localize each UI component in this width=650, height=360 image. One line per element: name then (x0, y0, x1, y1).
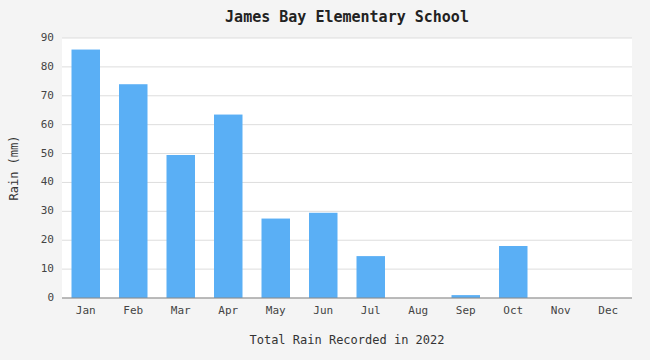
y-tick-label: 0 (47, 291, 54, 304)
y-tick-label: 50 (41, 147, 54, 160)
grid-line (62, 298, 632, 299)
bar (357, 256, 386, 298)
x-tick-label: Aug (408, 304, 428, 317)
bars (72, 50, 528, 298)
bar (119, 84, 148, 298)
x-tick-label: Sep (456, 304, 476, 317)
x-tick-label: Feb (123, 304, 143, 317)
grid (62, 38, 632, 298)
plot-background (62, 38, 632, 298)
bar (262, 219, 291, 298)
y-tick-label: 80 (41, 60, 54, 73)
x-tick-label: Jan (76, 304, 96, 317)
x-tick-label: Oct (503, 304, 523, 317)
chart: 0 10 20 30 40 50 60 70 80 90 Jan Feb Mar Apr May Jun Jul… (0, 0, 650, 360)
y-tick-label: 20 (41, 233, 54, 246)
bar (309, 213, 338, 298)
y-tick-label: 60 (41, 118, 54, 131)
x-tick-label: Jun (313, 304, 333, 317)
bar (72, 50, 101, 298)
x-tick-label: Apr (218, 304, 238, 317)
title: James Bay Elementary School (225, 8, 469, 26)
x-tick-label: Dec (598, 304, 618, 317)
y-tick-label: 70 (41, 89, 54, 102)
bar (167, 155, 196, 298)
bar (499, 246, 528, 298)
x-tick-label: Nov (551, 304, 571, 317)
bar (214, 115, 243, 298)
y-axis: 0 10 20 30 40 50 60 70 80 90 (41, 31, 54, 304)
y-tick-label: 40 (41, 175, 54, 188)
x-axis: Jan Feb Mar Apr May Jun Jul Aug Sep Oct Nov Dec (76, 304, 618, 317)
x-axis-label: Total Rain Recorded in 2022 (249, 333, 444, 347)
chart-container: 0 10 20 30 40 50 60 70 80 90 Jan Feb Mar Apr May Jun Jul… (0, 0, 650, 360)
y-tick-label: 30 (41, 204, 54, 217)
y-axis-label: Rain (mm) (7, 135, 21, 200)
grid-line (62, 66, 632, 67)
x-tick-label: Jul (361, 304, 381, 317)
y-tick-label: 90 (41, 31, 54, 44)
x-axis-line (62, 298, 632, 299)
y-tick-label: 10 (41, 262, 54, 275)
x-tick-label: Mar (171, 304, 191, 317)
x-tick-label: May (266, 304, 286, 317)
grid-line (62, 38, 632, 39)
